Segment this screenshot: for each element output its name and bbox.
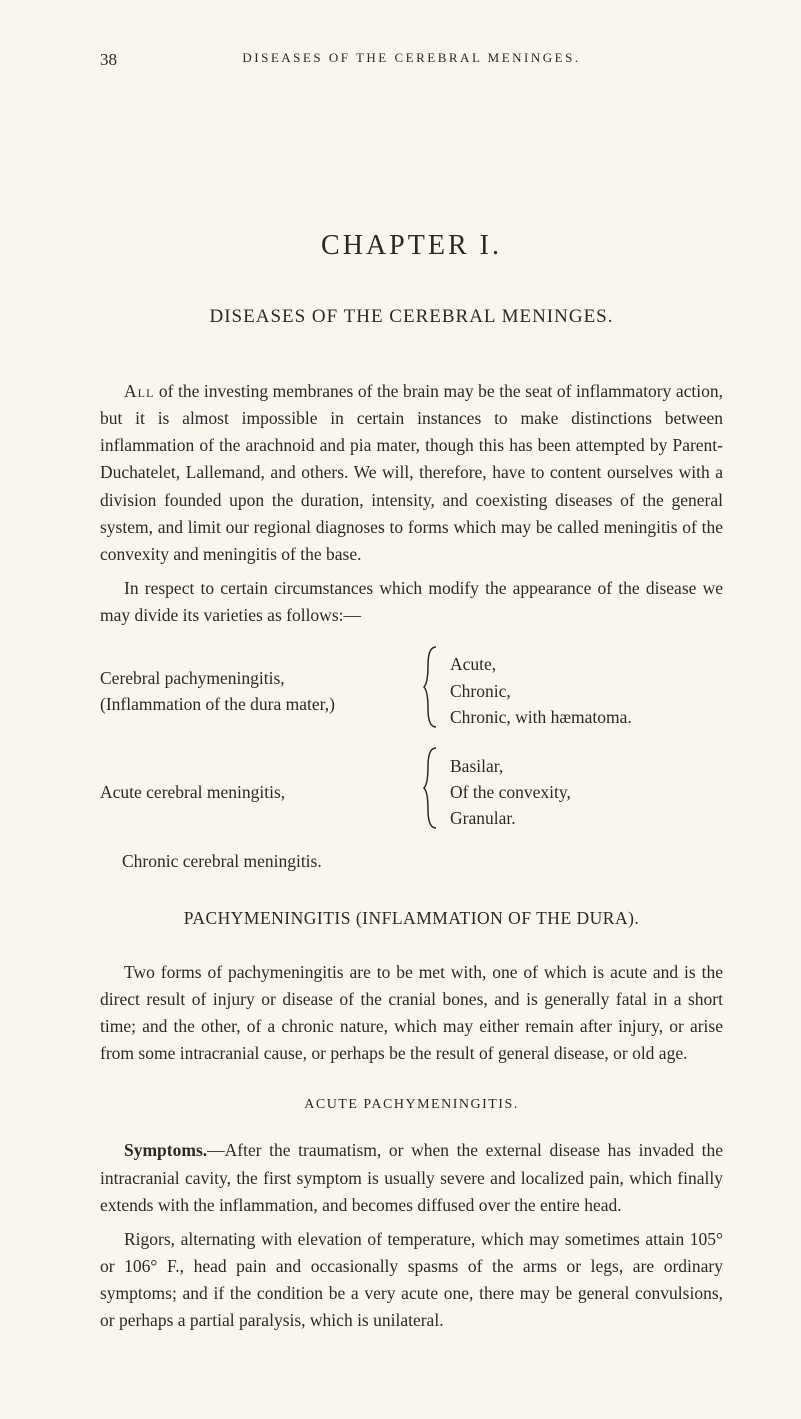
brace-icon — [420, 746, 444, 837]
class-right-item: Granular. — [450, 805, 723, 831]
class-right-item: Of the convexity, — [450, 779, 723, 805]
class-left-line: (Inflammation of the dura mater,) — [100, 691, 410, 717]
classification-row: Cerebral pachymeningitis, (Inflammation … — [100, 645, 723, 736]
class-left-line: Cerebral pachymeningitis, — [100, 665, 410, 691]
class-left-line: Acute cerebral meningitis, — [100, 779, 410, 805]
chapter-title: CHAPTER I. — [100, 230, 723, 262]
classification-left: Cerebral pachymeningitis, (Inflammation … — [100, 665, 420, 718]
chapter-subtitle: DISEASES OF THE CEREBRAL MENINGES. — [100, 306, 723, 328]
brace-icon — [420, 645, 444, 736]
lead-word: All — [124, 381, 154, 401]
classification-left: Acute cerebral meningitis, — [100, 779, 420, 805]
classification-row: Acute cerebral meningitis, Basilar, Of t… — [100, 746, 723, 837]
class-right-item: Chronic, with hæmatoma. — [450, 704, 723, 730]
page-content: CHAPTER I. DISEASES OF THE CEREBRAL MENI… — [100, 230, 723, 1334]
sub-section-title: ACUTE PACHYMENINGITIS. — [100, 1097, 723, 1113]
classification-right: Basilar, Of the convexity, Granular. — [444, 753, 723, 832]
class-right-item: Basilar, — [450, 753, 723, 779]
paragraph-1: All of the investing membranes of the br… — [100, 378, 723, 568]
paragraph-4: Symptoms.—After the traumatism, or when … — [100, 1137, 723, 1218]
paragraph-1-text: of the investing membranes of the brain … — [100, 381, 723, 564]
classification-right: Acute, Chronic, Chronic, with hæmatoma. — [444, 651, 723, 730]
paragraph-2: In respect to certain circumstances whic… — [100, 575, 723, 629]
section-title: PACHYMENINGITIS (INFLAMMATION OF THE DUR… — [100, 908, 723, 929]
class-right-item: Acute, — [450, 651, 723, 677]
running-header: DISEASES OF THE CEREBRAL MENINGES. — [100, 50, 723, 66]
symptoms-label: Symptoms. — [124, 1140, 207, 1160]
paragraph-3: Two forms of pachymeningitis are to be m… — [100, 959, 723, 1068]
classification-single-line: Chronic cerebral meningitis. — [122, 848, 723, 874]
paragraph-5: Rigors, alternating with elevation of te… — [100, 1226, 723, 1335]
classification-block: Cerebral pachymeningitis, (Inflammation … — [100, 645, 723, 874]
class-right-item: Chronic, — [450, 678, 723, 704]
